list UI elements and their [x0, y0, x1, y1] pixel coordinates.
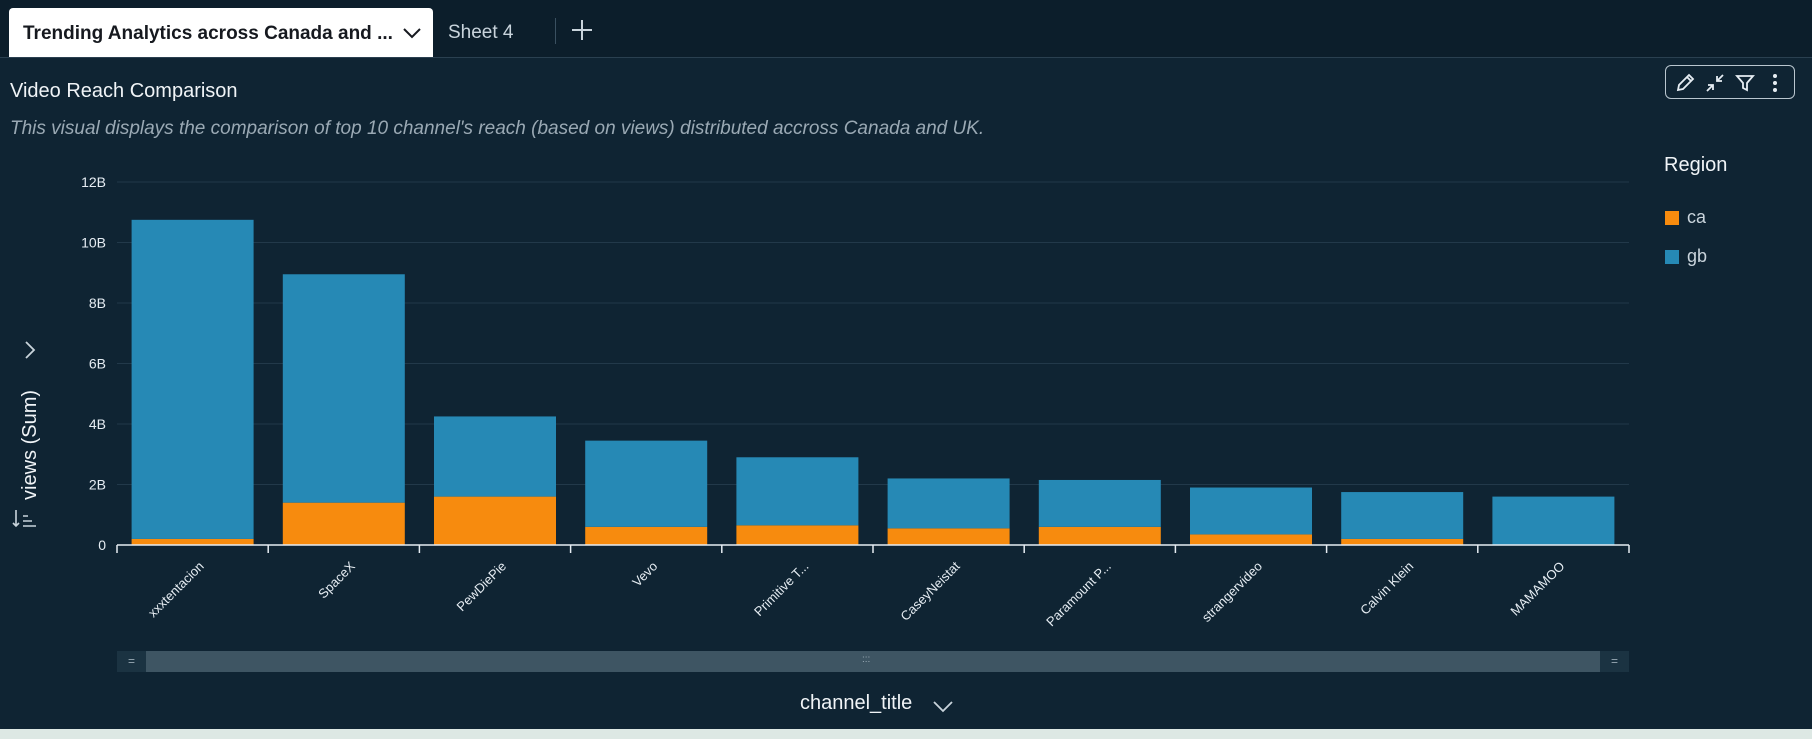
visual-title: Video Reach Comparison	[10, 80, 238, 102]
scroll-handle-right[interactable]: =	[1600, 651, 1629, 672]
x-axis	[116, 544, 1630, 553]
y-tick-label: 12B	[81, 174, 106, 190]
bar-ca-5[interactable]	[887, 528, 1010, 545]
legend-label: ca	[1687, 207, 1707, 227]
bar-ca-2[interactable]	[434, 496, 556, 545]
more-options-icon[interactable]	[1764, 72, 1786, 94]
chevron-down-icon[interactable]	[401, 22, 423, 44]
bar-gb-7[interactable]	[1190, 487, 1312, 535]
tab-trending-analytics[interactable]: Trending Analytics across Canada and ...	[9, 8, 433, 57]
visual-toolbar	[1665, 65, 1795, 99]
legend-label: gb	[1687, 246, 1708, 266]
bar-ca-7[interactable]	[1190, 534, 1312, 545]
bar-gb-6[interactable]	[1038, 479, 1161, 527]
x-tick-label: CaseyNeistat	[897, 558, 963, 624]
y-tick-label: 6B	[89, 356, 106, 372]
x-tick-label: xxxtentacion	[145, 559, 207, 621]
horizontal-scrollbar[interactable]: = ::: =	[117, 651, 1629, 672]
bar-ca-4[interactable]	[736, 525, 859, 545]
x-tick-label: PewDiePie	[454, 559, 510, 615]
y-tick-label: 4B	[89, 416, 106, 432]
y-tick-label: 0	[98, 537, 106, 553]
y-tick-label: 10B	[81, 235, 106, 251]
add-sheet-icon[interactable]	[568, 16, 596, 44]
bar-ca-8[interactable]	[1341, 538, 1464, 545]
filter-icon[interactable]	[1734, 72, 1756, 94]
window-bottom-edge	[0, 729, 1812, 739]
stacked-bar-chart: 0 2B 4B 6B 8B 10B 12B xxxtentacion SpaceX PewDie…	[81, 174, 1630, 629]
bar-gb-5[interactable]	[887, 478, 1010, 529]
x-tick-label: MAMAMOO	[1507, 559, 1567, 619]
y-tick-label: 8B	[89, 295, 106, 311]
scroll-handle-left[interactable]: =	[117, 651, 146, 672]
visual-subtitle: This visual displays the comparison of t…	[10, 118, 985, 139]
bar-gb-8[interactable]	[1341, 492, 1464, 539]
tab-label: Trending Analytics across Canada and ...	[23, 23, 393, 44]
tab-sheet-4[interactable]: Sheet 4	[448, 22, 514, 43]
edit-pencil-icon[interactable]	[1674, 72, 1696, 94]
y-axis-title-group: views (Sum)	[12, 341, 41, 528]
sort-icon[interactable]	[12, 510, 36, 528]
chevron-down-icon[interactable]	[932, 698, 954, 714]
bar-ca-3[interactable]	[585, 526, 708, 545]
y-tick-label: 2B	[89, 477, 106, 493]
x-tick-label: Calvin Klein	[1357, 559, 1416, 618]
bar-ca-0[interactable]	[131, 538, 254, 545]
y-axis-title: views (Sum)	[19, 390, 41, 500]
legend-swatch-gb	[1665, 250, 1679, 264]
x-tick-label: SpaceX	[315, 558, 358, 601]
bar-gb-2[interactable]	[434, 416, 556, 497]
y-axis-ticks: 0 2B 4B 6B 8B 10B 12B	[81, 174, 106, 553]
bar-gb-4[interactable]	[736, 457, 859, 526]
x-tick-label: strangervideo	[1199, 559, 1265, 625]
bar-gb-9[interactable]	[1492, 496, 1615, 545]
bars[interactable]	[131, 219, 1615, 545]
x-axis-labels: xxxtentacion SpaceX PewDiePie Vevo Primitive…	[145, 558, 1568, 629]
sheet-tab-bar: Trending Analytics across Canada and ...…	[0, 0, 1812, 58]
x-tick-label: Primitive T...	[751, 559, 812, 620]
chevron-right-icon[interactable]	[25, 341, 36, 359]
bar-gb-3[interactable]	[585, 440, 708, 527]
x-tick-label: Vevo	[629, 559, 660, 590]
legend-title: Region	[1664, 154, 1728, 176]
x-tick-label: Paramount P...	[1043, 559, 1114, 630]
bar-gb-0[interactable]	[131, 219, 254, 539]
scroll-grip-icon[interactable]: :::	[862, 654, 871, 665]
collapse-icon[interactable]	[1704, 72, 1726, 94]
bar-ca-6[interactable]	[1038, 526, 1161, 545]
tab-divider	[555, 18, 556, 44]
legend-swatch-ca	[1665, 211, 1679, 225]
bar-gb-1[interactable]	[282, 274, 405, 503]
bar-ca-1[interactable]	[282, 502, 405, 545]
x-axis-title: channel_title	[800, 692, 913, 714]
